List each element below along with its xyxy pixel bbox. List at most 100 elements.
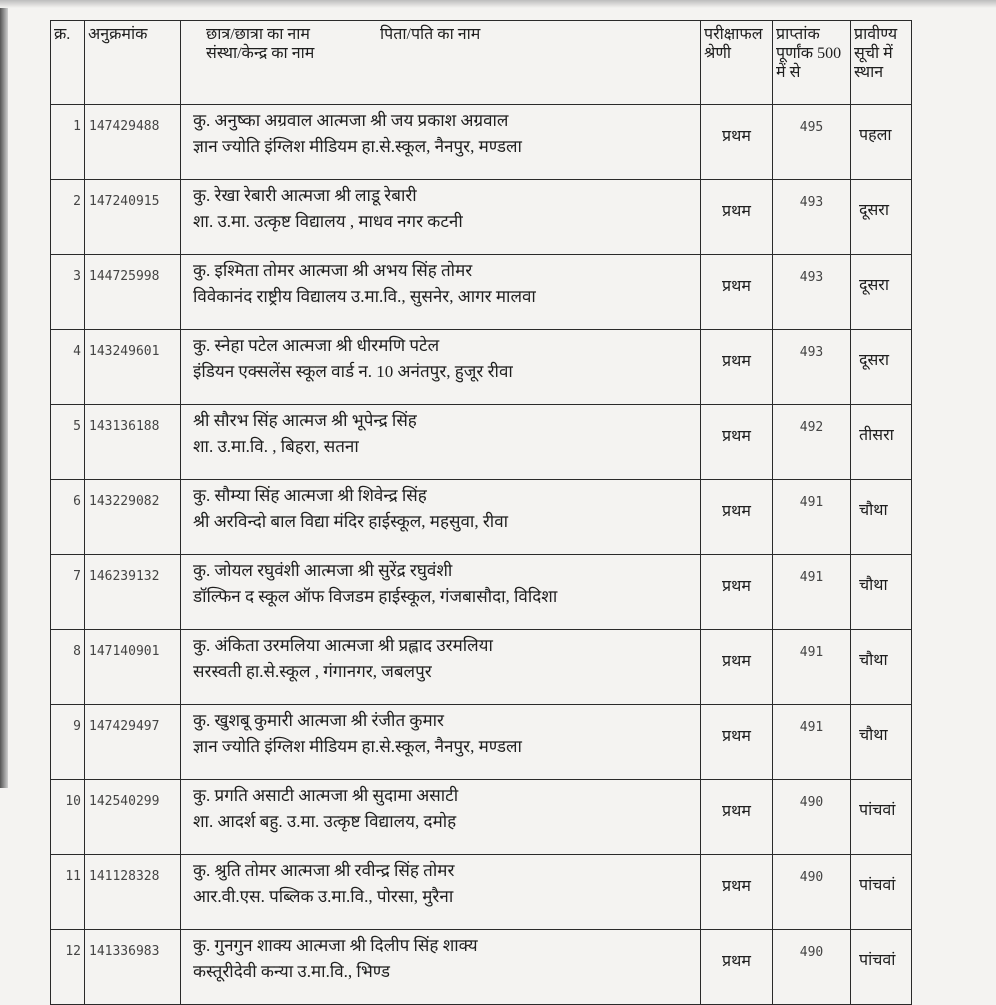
roll-number: 147429488 bbox=[84, 104, 181, 180]
school-name: सरस्वती हा.से.स्कूल , गंगानगर, जबलपुर bbox=[193, 662, 432, 681]
student-cell: कु. स्नेहा पटेल आत्मजा श्री धीरमणि पटेल इ… bbox=[180, 329, 701, 405]
serial-number: 8 bbox=[50, 629, 85, 705]
student-name: कु. गुनगुन शाक्य आत्मजा श्री दिलीप सिंह … bbox=[193, 936, 478, 955]
result-division: प्रथम bbox=[700, 554, 773, 630]
roll-number: 147429497 bbox=[84, 704, 181, 780]
merit-rank: दूसरा bbox=[850, 329, 912, 405]
table-row: 6 143229082 कु. सौम्या सिंह आत्मजा श्री शि… bbox=[50, 479, 912, 555]
student-name: श्री सौरभ सिंह आत्मज श्री भूपेन्द्र सिंह bbox=[193, 411, 417, 430]
merit-rank: पहला bbox=[850, 104, 912, 180]
merit-rank: चौथा bbox=[850, 629, 912, 705]
merit-rank: तीसरा bbox=[850, 404, 912, 480]
merit-rank: पांचवां bbox=[850, 779, 912, 855]
student-name: कु. रेखा रेबारी आत्मजा श्री लाडू रेबारी bbox=[193, 186, 417, 205]
student-cell: कु. जोयल रघुवंशी आत्मजा श्री सुरेंद्र रघ… bbox=[180, 554, 701, 630]
table-row: 5 143136188 श्री सौरभ सिंह आत्मज श्री भूपे… bbox=[50, 404, 912, 480]
marks-obtained: 491 bbox=[772, 629, 851, 705]
student-cell: कु. खुशबू कुमारी आत्मजा श्री रंजीत कुमार… bbox=[180, 704, 701, 780]
student-name: कु. अंकिता उरमलिया आत्मजा श्री प्रह्लाद … bbox=[193, 636, 493, 655]
student-cell: कु. सौम्या सिंह आत्मजा श्री शिवेन्द्र सि… bbox=[180, 479, 701, 555]
student-cell: कु. रेखा रेबारी आत्मजा श्री लाडू रेबारी श… bbox=[180, 179, 701, 255]
result-division: प्रथम bbox=[700, 179, 773, 255]
school-name: ज्ञान ज्योति इंग्लिश मीडियम हा.से.स्कूल,… bbox=[193, 137, 522, 156]
roll-number: 141128328 bbox=[84, 854, 181, 930]
school-name: शा. आदर्श बहु. उ.मा. उत्कृष्ट विद्यालय, … bbox=[193, 812, 457, 831]
roll-number: 143229082 bbox=[84, 479, 181, 555]
marks-obtained: 495 bbox=[772, 104, 851, 180]
school-name: शा. उ.मा. उत्कृष्ट विद्यालय , माधव नगर क… bbox=[193, 212, 463, 231]
student-cell: कु. अनुष्का अग्रवाल आत्मजा श्री जय प्रका… bbox=[180, 104, 701, 180]
result-division: प्रथम bbox=[700, 854, 773, 930]
result-division: प्रथम bbox=[700, 929, 773, 1005]
result-division: प्रथम bbox=[700, 479, 773, 555]
table-row: 11 141128328 कु. श्रुति तोमर आत्मजा श्री र… bbox=[50, 854, 912, 930]
table-row: 1 147429488 कु. अनुष्का अग्रवाल आत्मजा श्र… bbox=[50, 104, 912, 180]
serial-number: 5 bbox=[50, 404, 85, 480]
roll-number: 147240915 bbox=[84, 179, 181, 255]
student-cell: कु. इश्मिता तोमर आत्मजा श्री अभय सिंह तो… bbox=[180, 254, 701, 330]
table-row: 2 147240915 कु. रेखा रेबारी आत्मजा श्री ला… bbox=[50, 179, 912, 255]
marks-obtained: 491 bbox=[772, 704, 851, 780]
school-name: शा. उ.मा.वि. , बिहरा, सतना bbox=[193, 437, 359, 456]
student-name: कु. जोयल रघुवंशी आत्मजा श्री सुरेंद्र रघ… bbox=[193, 561, 453, 580]
table-row: 8 147140901 कु. अंकिता उरमलिया आत्मजा श्री… bbox=[50, 629, 912, 705]
school-name: डॉल्फिन द स्कूल ऑफ विजडम हाईस्कूल, गंजबा… bbox=[193, 587, 558, 606]
table-row: 3 144725998 कु. इश्मिता तोमर आत्मजा श्री अ… bbox=[50, 254, 912, 330]
serial-number: 10 bbox=[50, 779, 85, 855]
roll-number: 146239132 bbox=[84, 554, 181, 630]
merit-rank: दूसरा bbox=[850, 254, 912, 330]
student-name: कु. श्रुति तोमर आत्मजा श्री रवीन्द्र सिं… bbox=[193, 861, 455, 880]
marks-obtained: 490 bbox=[772, 854, 851, 930]
marks-obtained: 490 bbox=[772, 929, 851, 1005]
serial-number: 9 bbox=[50, 704, 85, 780]
serial-number: 12 bbox=[50, 929, 85, 1005]
school-name: आर.वी.एस. पब्लिक उ.मा.वि., पोरसा, मुरैना bbox=[193, 887, 454, 906]
student-name: कु. अनुष्का अग्रवाल आत्मजा श्री जय प्रका… bbox=[193, 111, 509, 130]
scan-edge bbox=[0, 0, 8, 788]
serial-number: 11 bbox=[50, 854, 85, 930]
result-division: प्रथम bbox=[700, 329, 773, 405]
student-cell: कु. प्रगति असाटी आत्मजा श्री सुदामा असाट… bbox=[180, 779, 701, 855]
table-row: 4 143249601 कु. स्नेहा पटेल आत्मजा श्री धी… bbox=[50, 329, 912, 405]
serial-number: 4 bbox=[50, 329, 85, 405]
header-institution: संस्था/केन्द्र का नाम bbox=[206, 45, 315, 62]
roll-number: 141336983 bbox=[84, 929, 181, 1005]
roll-number: 143136188 bbox=[84, 404, 181, 480]
merit-list-table: क्र. अनुक्रमांक छात्र/छात्रा का नाम पिता/… bbox=[50, 20, 912, 1005]
serial-number: 1 bbox=[50, 104, 85, 180]
merit-rank: पांचवां bbox=[850, 929, 912, 1005]
school-name: श्री अरविन्दो बाल विद्या मंदिर हाईस्कूल,… bbox=[193, 512, 509, 531]
serial-number: 2 bbox=[50, 179, 85, 255]
marks-obtained: 493 bbox=[772, 329, 851, 405]
serial-number: 7 bbox=[50, 554, 85, 630]
header-result-division: परीक्षाफल श्रेणी bbox=[700, 20, 773, 105]
marks-obtained: 491 bbox=[772, 479, 851, 555]
marks-obtained: 493 bbox=[772, 179, 851, 255]
merit-rank: दूसरा bbox=[850, 179, 912, 255]
header-father-name: पिता/पति का नाम bbox=[380, 26, 481, 43]
result-division: प्रथम bbox=[700, 104, 773, 180]
student-cell: कु. श्रुति तोमर आत्मजा श्री रवीन्द्र सिं… bbox=[180, 854, 701, 930]
result-division: प्रथम bbox=[700, 254, 773, 330]
merit-rank: पांचवां bbox=[850, 854, 912, 930]
roll-number: 143249601 bbox=[84, 329, 181, 405]
student-cell: कु. अंकिता उरमलिया आत्मजा श्री प्रह्लाद … bbox=[180, 629, 701, 705]
student-name: कु. स्नेहा पटेल आत्मजा श्री धीरमणि पटेल bbox=[193, 336, 440, 355]
result-division: प्रथम bbox=[700, 629, 773, 705]
scan-edge-top bbox=[0, 0, 996, 8]
student-cell: श्री सौरभ सिंह आत्मज श्री भूपेन्द्र सिंह… bbox=[180, 404, 701, 480]
marks-obtained: 492 bbox=[772, 404, 851, 480]
merit-rank: चौथा bbox=[850, 479, 912, 555]
school-name: कस्तूरीदेवी कन्या उ.मा.वि., भिण्ड bbox=[193, 962, 390, 981]
school-name: विवेकानंद राष्ट्रीय विद्यालय उ.मा.वि., स… bbox=[193, 287, 536, 306]
header-student-name: छात्र/छात्रा का नाम bbox=[206, 26, 310, 43]
roll-number: 144725998 bbox=[84, 254, 181, 330]
student-name: कु. प्रगति असाटी आत्मजा श्री सुदामा असाट… bbox=[193, 786, 459, 805]
table-row: 10 142540299 कु. प्रगति असाटी आत्मजा श्री … bbox=[50, 779, 912, 855]
table-row: 9 147429497 कु. खुशबू कुमारी आत्मजा श्री र… bbox=[50, 704, 912, 780]
table-row: 12 141336983 कु. गुनगुन शाक्य आत्मजा श्री … bbox=[50, 929, 912, 1005]
student-name: कु. खुशबू कुमारी आत्मजा श्री रंजीत कुमार bbox=[193, 711, 444, 730]
serial-number: 3 bbox=[50, 254, 85, 330]
marks-obtained: 493 bbox=[772, 254, 851, 330]
school-name: ज्ञान ज्योति इंग्लिश मीडियम हा.से.स्कूल,… bbox=[193, 737, 522, 756]
